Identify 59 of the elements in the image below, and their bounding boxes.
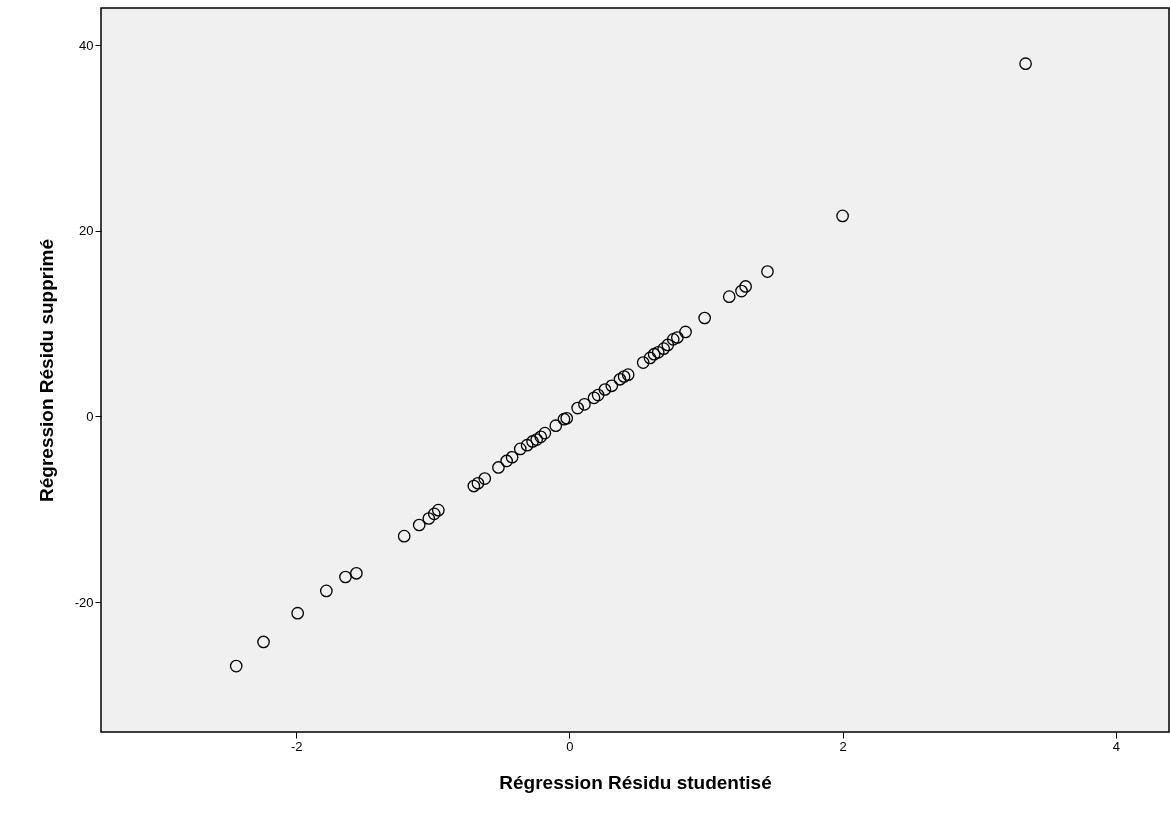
- y-tick-label: 0: [86, 408, 94, 424]
- point: [591, 388, 605, 402]
- point: [513, 442, 527, 456]
- point: [739, 280, 752, 293]
- y-tick-label: -20: [74, 594, 94, 610]
- point: [598, 383, 612, 396]
- point: [549, 419, 563, 433]
- point: [571, 401, 584, 415]
- point: [647, 347, 661, 361]
- point: [397, 529, 411, 543]
- point: [587, 391, 601, 405]
- point: [538, 426, 552, 440]
- point: [471, 476, 485, 490]
- point: [578, 398, 591, 411]
- x-axis-title: Régression Résidu studentisé: [499, 771, 772, 793]
- point: [651, 346, 665, 359]
- point: [229, 659, 243, 673]
- point: [291, 606, 305, 620]
- point: [657, 342, 671, 355]
- x-tick-label: 4: [1112, 738, 1120, 754]
- y-axis-title: Régression Résidu supprimé: [35, 239, 57, 502]
- point: [643, 351, 657, 365]
- point: [526, 435, 539, 448]
- point: [467, 479, 481, 493]
- point: [666, 333, 680, 346]
- point: [492, 461, 505, 474]
- point: [500, 454, 513, 468]
- point: [761, 265, 774, 278]
- point: [339, 570, 352, 584]
- point: [605, 379, 619, 393]
- point: [350, 566, 363, 580]
- point: [257, 635, 270, 649]
- y-tick-label: 40: [79, 37, 94, 53]
- point: [722, 290, 736, 304]
- point: [1019, 57, 1032, 71]
- point: [505, 450, 519, 464]
- point: [670, 331, 684, 344]
- point: [613, 372, 627, 386]
- point: [698, 311, 711, 325]
- point: [836, 209, 849, 223]
- y-tick-label: 20: [79, 223, 94, 239]
- point: [478, 472, 492, 485]
- point: [534, 430, 548, 444]
- point: [679, 325, 692, 339]
- point: [661, 338, 675, 352]
- point: [636, 356, 650, 369]
- x-tick-label: -2: [291, 738, 303, 754]
- point: [427, 507, 441, 521]
- point: [617, 370, 631, 383]
- point: [530, 433, 544, 446]
- point: [431, 503, 445, 517]
- point: [735, 284, 748, 298]
- point: [412, 518, 426, 532]
- x-tick-label: 0: [566, 738, 574, 754]
- point: [422, 512, 436, 525]
- point: [319, 584, 333, 598]
- x-tick-label: 2: [839, 738, 847, 754]
- point: [520, 438, 534, 452]
- point: [621, 368, 635, 381]
